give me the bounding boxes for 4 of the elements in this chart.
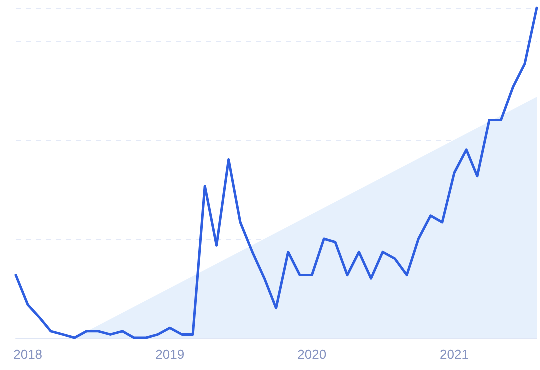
x-tick-label: 2018	[14, 347, 43, 362]
x-tick-label: 2021	[440, 347, 469, 362]
x-tick-label: 2020	[298, 347, 327, 362]
x-tick-label: 2019	[156, 347, 185, 362]
